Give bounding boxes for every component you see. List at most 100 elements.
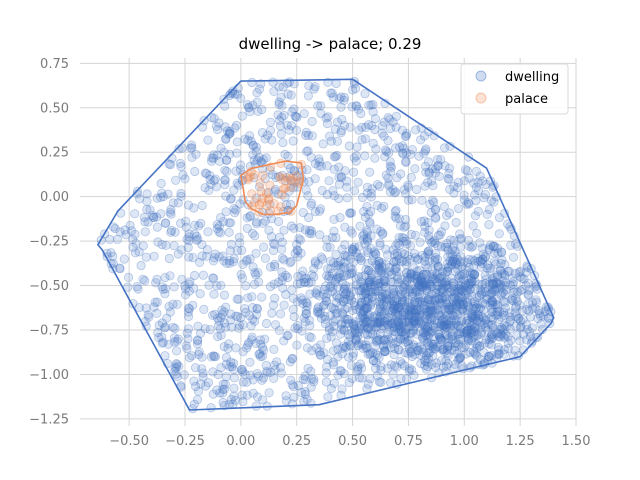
data-point-dwelling [389, 285, 399, 295]
data-point-dwelling [430, 362, 441, 372]
data-point-dwelling [464, 262, 474, 273]
data-point-dwelling [394, 277, 404, 288]
data-point-dwelling [397, 248, 407, 258]
data-point-dwelling [288, 183, 298, 193]
data-point-dwelling [209, 289, 219, 299]
data-point-dwelling [222, 126, 232, 136]
data-point-dwelling [242, 377, 252, 387]
data-point-dwelling [309, 374, 319, 384]
data-point-dwelling [506, 335, 516, 345]
data-point-dwelling [306, 382, 316, 392]
data-point-dwelling [377, 257, 387, 268]
data-point-dwelling [226, 194, 236, 204]
data-point-dwelling [392, 173, 402, 183]
data-point-dwelling [290, 248, 300, 258]
data-point-dwelling [235, 238, 245, 248]
data-point-dwelling [452, 348, 462, 358]
data-point-dwelling [420, 161, 431, 171]
data-point-dwelling [160, 284, 171, 294]
legend: dwelling palace [460, 63, 569, 115]
data-point-dwelling [391, 263, 401, 273]
data-point-dwelling [252, 88, 262, 98]
data-point-dwelling [449, 181, 459, 191]
data-point-dwelling [383, 173, 393, 183]
data-point-dwelling [355, 281, 365, 291]
data-point-dwelling [208, 256, 219, 266]
data-point-dwelling [307, 198, 317, 208]
data-point-dwelling [208, 389, 218, 399]
data-point-dwelling [339, 271, 349, 281]
data-point-dwelling [295, 235, 305, 245]
data-point-dwelling [495, 332, 505, 342]
data-point-dwelling [444, 319, 454, 329]
data-point-dwelling [346, 360, 356, 370]
data-point-dwelling [367, 121, 377, 131]
legend-label-dwelling: dwelling [505, 70, 559, 85]
data-point-dwelling [475, 323, 486, 333]
data-point-dwelling [393, 309, 403, 319]
data-point-dwelling [321, 377, 331, 387]
data-point-dwelling [412, 306, 422, 316]
data-point-dwelling [284, 125, 294, 135]
data-point-dwelling [494, 229, 504, 239]
data-point-dwelling [521, 267, 531, 277]
data-point-dwelling [344, 340, 355, 350]
data-point-dwelling [503, 266, 513, 276]
data-point-dwelling [276, 368, 286, 378]
data-point-dwelling [375, 292, 385, 302]
data-point-dwelling [397, 294, 407, 305]
data-point-dwelling [319, 300, 330, 310]
data-point-dwelling [487, 297, 497, 307]
data-point-dwelling [160, 272, 170, 283]
data-point-dwelling [344, 269, 355, 279]
data-point-dwelling [496, 290, 506, 300]
data-point-dwelling [453, 284, 463, 294]
data-point-dwelling [346, 208, 357, 218]
data-point-dwelling [366, 231, 376, 241]
data-point-dwelling [247, 292, 257, 302]
data-point-dwelling [309, 84, 319, 94]
data-point-dwelling [477, 254, 488, 264]
data-point-dwelling [506, 295, 517, 305]
data-point-dwelling [293, 380, 303, 391]
data-point-dwelling [414, 315, 424, 326]
data-point-dwelling [490, 299, 501, 310]
data-point-dwelling [347, 327, 357, 337]
data-point-dwelling [366, 188, 376, 198]
data-point-dwelling [262, 366, 272, 376]
data-point-dwelling [257, 128, 267, 138]
data-point-dwelling [231, 311, 241, 321]
data-point-dwelling [314, 206, 325, 216]
data-point-dwelling [393, 317, 404, 328]
data-point-dwelling [285, 257, 295, 268]
data-point-dwelling [306, 152, 316, 162]
data-point-dwelling [488, 279, 498, 289]
data-point-dwelling [375, 238, 385, 248]
data-point-dwelling [433, 261, 443, 271]
data-point-dwelling [396, 275, 406, 285]
data-point-dwelling [427, 326, 437, 336]
data-point-dwelling [340, 250, 350, 260]
data-point-dwelling [169, 282, 179, 292]
data-point-dwelling [251, 142, 261, 152]
data-point-dwelling [287, 285, 297, 295]
data-point-dwelling [225, 128, 235, 138]
data-point-dwelling [174, 144, 184, 154]
data-point-dwelling [362, 329, 373, 340]
data-point-dwelling [405, 273, 415, 283]
data-point-dwelling [270, 365, 280, 375]
data-point-dwelling [475, 303, 485, 313]
data-point-dwelling [476, 329, 486, 339]
data-point-dwelling [331, 152, 341, 162]
data-point-dwelling [466, 242, 476, 252]
data-point-dwelling [462, 306, 472, 316]
data-point-dwelling [248, 228, 258, 238]
data-point-dwelling [442, 280, 452, 290]
data-point-dwelling [445, 184, 455, 194]
data-point-dwelling [223, 343, 233, 354]
data-point-dwelling [279, 336, 289, 346]
data-point-dwelling [220, 175, 230, 185]
data-point-dwelling [337, 114, 347, 125]
data-point-dwelling [296, 248, 306, 258]
data-point-dwelling [173, 334, 183, 344]
